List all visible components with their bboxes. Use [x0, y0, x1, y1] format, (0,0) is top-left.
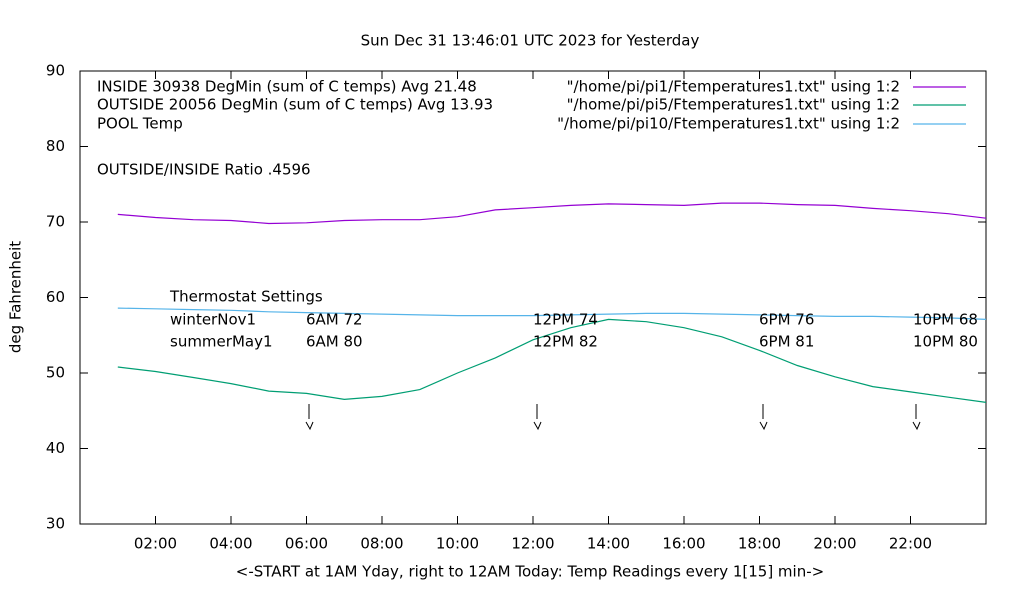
y-axis-label: deg Fahrenheit: [7, 241, 25, 353]
y-tick-label: 80: [46, 137, 65, 155]
series-line: [117, 202, 987, 225]
marker-arrow: [759, 421, 768, 431]
legend-label: "/home/pi/pi5/Ftemperatures1.txt" using …: [567, 96, 900, 114]
annotation: OUTSIDE/INSIDE Ratio .4596: [97, 161, 311, 179]
x-tick-label: 16:00: [662, 535, 705, 553]
x-tick-label: 02:00: [134, 535, 177, 553]
thermostat-cell: 6PM 81: [759, 333, 814, 351]
x-tick-label: 18:00: [738, 535, 781, 553]
marker-arrow: [305, 421, 314, 431]
annotation: OUTSIDE 20056 DegMin (sum of C temps) Av…: [97, 96, 493, 114]
thermostat-cell: winterNov1: [170, 311, 256, 329]
y-tick-label: 40: [46, 439, 65, 457]
legend-label: "/home/pi/pi10/Ftemperatures1.txt" using…: [557, 115, 900, 133]
x-tick-label: 12:00: [511, 535, 554, 553]
marker-arrow: [533, 421, 542, 431]
thermostat-cell: 10PM 68: [913, 311, 978, 329]
x-tick-label: 22:00: [889, 535, 932, 553]
y-tick-label: 90: [46, 62, 65, 80]
y-tick-label: 60: [46, 288, 65, 306]
thermostat-cell: summerMay1: [170, 333, 273, 351]
marker-arrow: [912, 421, 921, 431]
x-tick-label: 04:00: [209, 535, 252, 553]
y-tick-label: 30: [46, 515, 65, 533]
x-tick-label: 08:00: [360, 535, 403, 553]
x-tick-label: 10:00: [436, 535, 479, 553]
y-tick-label: 70: [46, 213, 65, 231]
x-tick-label: 06:00: [285, 535, 328, 553]
series-line: [117, 318, 987, 403]
chart-title: Sun Dec 31 13:46:01 UTC 2023 for Yesterd…: [361, 32, 700, 50]
legend-label: "/home/pi/pi1/Ftemperatures1.txt" using …: [567, 78, 900, 96]
y-tick-label: 50: [46, 364, 65, 382]
series-line: [117, 307, 987, 320]
thermostat-cell: 12PM 74: [533, 311, 598, 329]
annotation: POOL Temp: [97, 115, 183, 133]
thermostat-cell: 6AM 72: [306, 311, 363, 329]
x-axis-label: <-START at 1AM Yday, right to 12AM Today…: [236, 563, 824, 581]
x-tick-label: 14:00: [587, 535, 630, 553]
thermostat-cell: 6PM 76: [759, 311, 814, 329]
thermostat-cell: 6AM 80: [306, 333, 363, 351]
thermostat-cell: 10PM 80: [913, 333, 978, 351]
annotation: INSIDE 30938 DegMin (sum of C temps) Avg…: [97, 78, 477, 96]
thermostat-cell: 12PM 82: [533, 333, 598, 351]
x-tick-label: 20:00: [813, 535, 856, 553]
thermostat-title: Thermostat Settings: [169, 288, 323, 306]
